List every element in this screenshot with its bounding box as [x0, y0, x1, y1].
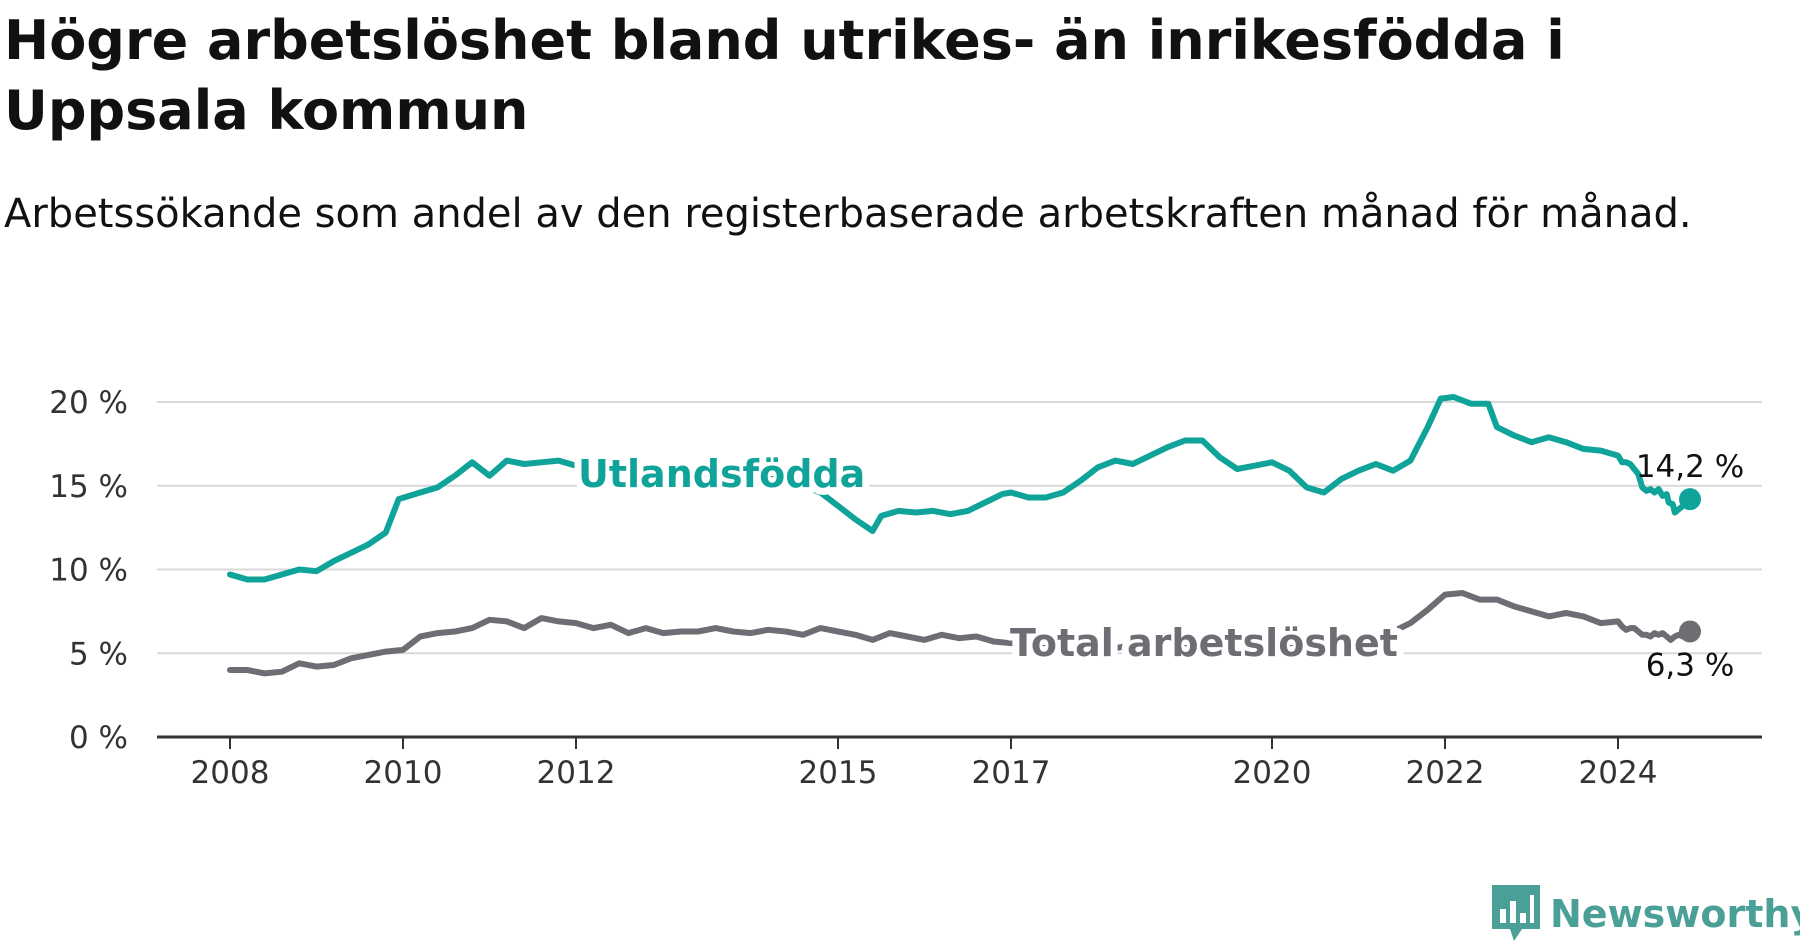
gridlines: [157, 401, 1762, 655]
series-end-label-1: 6,3 %: [1646, 647, 1735, 683]
y-tick-label: 5 %: [69, 636, 128, 672]
y-tick-label: 0 %: [69, 720, 128, 756]
y-tick-label: 15 %: [49, 469, 128, 505]
x-axis-ticks: 2008 2010 2012 2015 2017 2020 2022 2024: [157, 735, 1762, 791]
x-tick-label: 2008: [191, 755, 270, 791]
x-tick-label: 2012: [537, 755, 616, 791]
series-lines: [227, 394, 1701, 677]
y-axis-ticks: 0 % 5 % 10 % 15 % 20 %: [49, 385, 128, 756]
series-label-halo: Utlandsfödda: [578, 452, 865, 496]
y-tick-label: 10 %: [49, 553, 128, 589]
x-tick-label: 2017: [972, 755, 1051, 791]
series-label-0: Utlandsfödda: [578, 452, 865, 496]
x-tick-label: 2010: [364, 755, 443, 791]
newsworthy-logo-icon: [1492, 885, 1540, 941]
brand-logo: Newsworthy: [1492, 885, 1800, 941]
x-tick-label: 2020: [1233, 755, 1312, 791]
series-end-label-0: 14,2 %: [1636, 449, 1744, 485]
x-tick-label: 2024: [1579, 755, 1658, 791]
x-tick-label: 2022: [1406, 755, 1485, 791]
series-label-halo: Total arbetslöshet: [1010, 621, 1398, 665]
chart-title: Högre arbetslöshet bland utrikes- än inr…: [4, 9, 1565, 142]
brand-name: Newsworthy: [1550, 892, 1800, 936]
x-tick-label: 2015: [799, 755, 878, 791]
series-line-1: [227, 590, 1693, 677]
series-end-point-1: [1679, 620, 1701, 643]
series-label-1: Total arbetslöshet: [1010, 621, 1398, 665]
y-tick-label: 20 %: [49, 385, 128, 421]
series-end-point-0: [1679, 488, 1701, 511]
chart-subtitle: Arbetssökande som andel av den registerb…: [4, 191, 1692, 237]
series-line-0: [227, 394, 1693, 583]
